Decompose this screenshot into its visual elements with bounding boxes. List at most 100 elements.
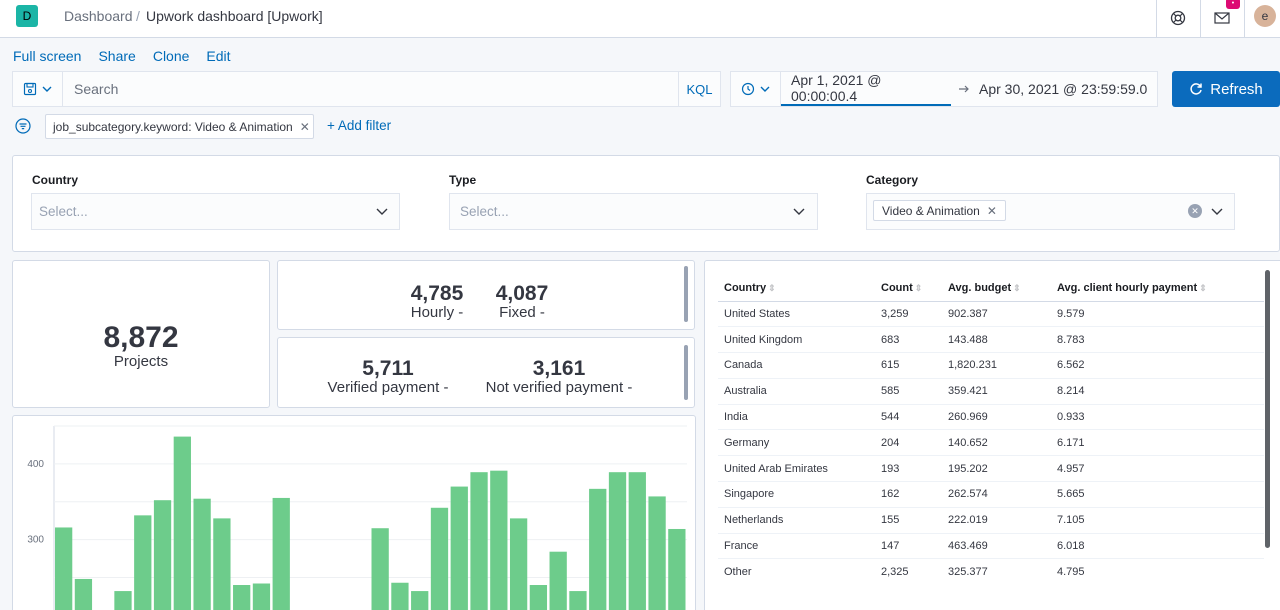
cell-count: 3,259 bbox=[875, 301, 942, 328]
chart-bar[interactable] bbox=[569, 591, 587, 610]
user-avatar[interactable]: e bbox=[1254, 5, 1276, 27]
chevron-down-icon bbox=[42, 86, 51, 92]
refresh-button[interactable]: Refresh bbox=[1172, 71, 1280, 107]
column-header-count[interactable]: Count ⇕ bbox=[875, 276, 942, 302]
chart-bar[interactable] bbox=[371, 528, 389, 610]
breadcrumb-separator: / bbox=[136, 8, 140, 24]
chart-bar[interactable] bbox=[173, 436, 191, 610]
chart-bar[interactable] bbox=[430, 507, 449, 610]
chart-bar[interactable] bbox=[490, 470, 508, 610]
newsfeed-mail-icon[interactable] bbox=[1210, 6, 1234, 30]
chart-bar[interactable] bbox=[272, 497, 290, 610]
chart-bar[interactable] bbox=[648, 496, 666, 610]
cell-count: 615 bbox=[875, 352, 942, 379]
projects-label: Projects bbox=[113, 353, 169, 370]
chart-bar[interactable] bbox=[450, 486, 468, 610]
column-header-country[interactable]: Country ⇕ bbox=[718, 276, 875, 302]
type-select[interactable]: Select... bbox=[449, 193, 818, 230]
edit-link[interactable]: Edit bbox=[206, 48, 231, 64]
hourly-label: Hourly - bbox=[410, 304, 464, 321]
cell-count: 544 bbox=[875, 404, 942, 431]
chart-bar[interactable] bbox=[153, 500, 172, 610]
cell-avg-hourly: 6.171 bbox=[1051, 429, 1264, 457]
cell-country: India bbox=[718, 404, 875, 431]
chart-bar[interactable] bbox=[549, 551, 567, 610]
breadcrumb-dashboard[interactable]: Dashboard bbox=[64, 8, 133, 24]
column-header-avg-budget[interactable]: Avg. budget ⇕ bbox=[942, 276, 1051, 302]
chart-bar[interactable] bbox=[668, 528, 686, 610]
cell-count: 683 bbox=[875, 326, 942, 354]
cell-country: United Kingdom bbox=[718, 326, 875, 354]
table-row: Singapore 162 262.574 5.665 bbox=[718, 481, 1264, 508]
clear-selection-icon[interactable]: ✕ bbox=[1188, 204, 1202, 218]
cell-avg-budget: 902.387 bbox=[942, 301, 1051, 328]
table-header-row: Country ⇕ Count ⇕ Avg. budget ⇕ Avg. client… bbox=[718, 276, 1264, 302]
filter-pill-label: job_subcategory.keyword: Video & Animati… bbox=[53, 119, 293, 134]
search-input[interactable]: Search bbox=[74, 81, 119, 97]
chevron-down-icon bbox=[793, 208, 805, 215]
chart-bar[interactable] bbox=[391, 582, 409, 610]
cell-avg-hourly: 6.562 bbox=[1051, 352, 1264, 379]
chart-bar[interactable] bbox=[74, 578, 93, 610]
country-select[interactable]: Select... bbox=[31, 193, 400, 230]
country-control-label: Country bbox=[32, 173, 78, 187]
filter-icon[interactable] bbox=[15, 118, 31, 134]
chart-bar[interactable] bbox=[509, 518, 528, 610]
close-icon[interactable]: ✕ bbox=[299, 119, 310, 134]
chart-bar[interactable] bbox=[628, 472, 646, 610]
table-scrollbar[interactable] bbox=[1265, 270, 1270, 548]
table-row: Netherlands 155 222.019 7.105 bbox=[718, 507, 1264, 534]
chart-bar[interactable] bbox=[134, 515, 152, 610]
cell-avg-budget: 1,820.231 bbox=[942, 352, 1051, 379]
start-date[interactable]: Apr 1, 2021 @ 00:00:00.4 bbox=[781, 72, 951, 106]
chart-bar[interactable] bbox=[55, 527, 73, 610]
panel-scrollbar[interactable] bbox=[684, 345, 688, 400]
fixed-metric: 4,087 Fixed - bbox=[482, 283, 562, 321]
notification-badge: • bbox=[1226, 0, 1240, 9]
header-divider bbox=[1200, 0, 1201, 38]
chart-bar[interactable] bbox=[589, 488, 607, 610]
cell-avg-budget: 140.652 bbox=[942, 429, 1051, 457]
table-body: United States 3,259 902.387 9.579 United Kin… bbox=[718, 301, 1264, 585]
add-filter-button[interactable]: + Add filter bbox=[327, 118, 392, 133]
chart-bar[interactable] bbox=[470, 472, 488, 610]
cell-avg-hourly: 5.665 bbox=[1051, 481, 1264, 508]
clone-link[interactable]: Clone bbox=[152, 48, 190, 64]
chart-bar[interactable] bbox=[411, 591, 429, 610]
end-date[interactable]: Apr 30, 2021 @ 23:59:59.0 bbox=[979, 81, 1148, 97]
cell-country: France bbox=[718, 533, 875, 560]
dashboard-actions: Full screen Share Clone Edit bbox=[13, 48, 231, 64]
cell-avg-hourly: 8.214 bbox=[1051, 378, 1264, 405]
space-avatar[interactable]: D bbox=[16, 5, 38, 27]
chart-bar[interactable] bbox=[608, 472, 627, 610]
category-control-label: Category bbox=[866, 173, 919, 187]
saved-query-button[interactable] bbox=[13, 72, 63, 106]
kql-language-toggle[interactable]: KQL bbox=[678, 72, 720, 106]
chart-bar[interactable] bbox=[114, 591, 132, 610]
chart-bar[interactable] bbox=[213, 518, 231, 610]
quick-menu-button[interactable] bbox=[731, 72, 781, 106]
clock-icon bbox=[741, 82, 754, 96]
chart-bar[interactable] bbox=[252, 583, 271, 610]
column-header-avg-hourly[interactable]: Avg. client hourly payment ⇕ bbox=[1051, 276, 1264, 302]
panel-scrollbar[interactable] bbox=[684, 266, 688, 322]
chevron-down-icon bbox=[376, 208, 388, 215]
cell-country: Germany bbox=[718, 429, 875, 457]
chart-bar[interactable] bbox=[233, 585, 251, 610]
cell-count: 162 bbox=[875, 481, 942, 508]
chart-bar[interactable] bbox=[193, 498, 211, 610]
filter-pill[interactable]: job_subcategory.keyword: Video & Animati… bbox=[45, 114, 314, 139]
cell-avg-budget: 359.421 bbox=[942, 378, 1051, 405]
verified-payment-metric: 5,711 Verified payment - bbox=[316, 358, 460, 396]
help-icon[interactable] bbox=[1166, 6, 1190, 30]
cell-avg-hourly: 7.105 bbox=[1051, 507, 1264, 534]
full-screen-link[interactable]: Full screen bbox=[13, 48, 82, 64]
category-pill-label: Video & Animation bbox=[882, 203, 980, 218]
query-bar: Search KQL bbox=[12, 71, 721, 107]
cell-count: 204 bbox=[875, 429, 942, 457]
share-link[interactable]: Share bbox=[98, 48, 136, 64]
y-tick-label: 400 bbox=[27, 459, 44, 470]
chart-bar[interactable] bbox=[529, 585, 548, 610]
close-icon[interactable]: ✕ bbox=[986, 203, 997, 218]
cell-country: United Arab Emirates bbox=[718, 455, 875, 483]
